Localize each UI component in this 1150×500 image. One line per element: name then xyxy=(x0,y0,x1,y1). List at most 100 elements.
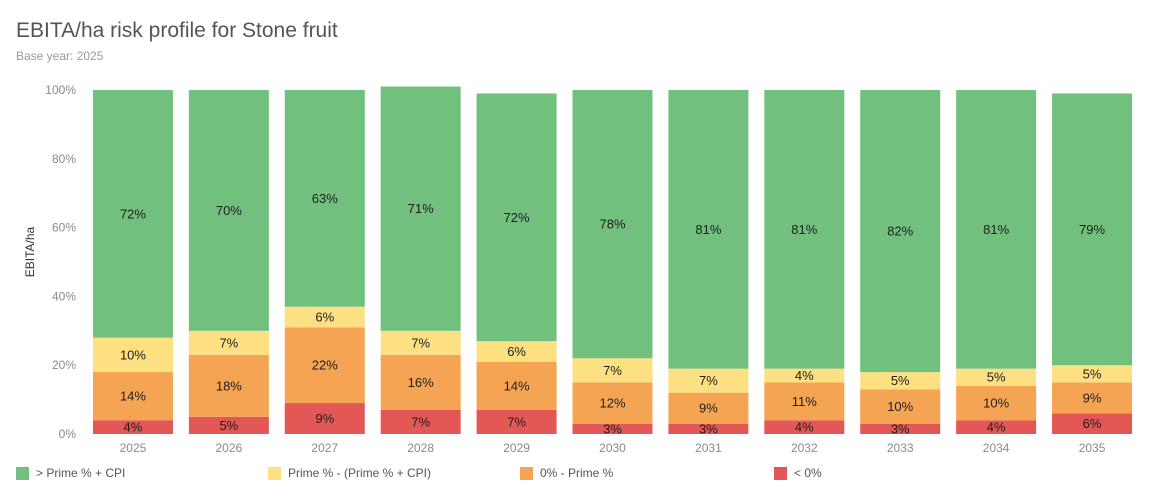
bar-segment-prime-prime-cpi xyxy=(188,330,269,355)
bar-value-label: 81% xyxy=(695,222,721,237)
bar-value-label: 81% xyxy=(791,222,817,237)
bar-value-label: 5% xyxy=(219,418,238,433)
y-tick-label: 60% xyxy=(52,221,76,235)
bar-value-label: 4% xyxy=(795,368,814,383)
bar-value-label: 14% xyxy=(120,389,146,404)
bar-segment-0-prime xyxy=(956,385,1037,421)
bar-value-label: 10% xyxy=(983,396,1009,411)
bar-segment-prime-prime-cpi xyxy=(380,330,461,355)
bar-segment-prime-cpi xyxy=(476,93,557,342)
bar-value-label: 6% xyxy=(507,344,526,359)
legend-item-prime-plus-cpi[interactable]: > Prime % + CPI xyxy=(16,466,125,480)
bar-value-label: 72% xyxy=(504,210,530,225)
x-tick-label: 2030 xyxy=(599,441,626,455)
bar-segment-0 xyxy=(92,420,173,434)
bar-segment-prime-prime-cpi xyxy=(668,368,749,393)
legend-item-prime-band[interactable]: Prime % - (Prime % + CPI) xyxy=(268,466,431,480)
bar-segment-prime-cpi xyxy=(1052,93,1133,366)
bar-value-label: 11% xyxy=(792,394,817,409)
x-tick-label: 2032 xyxy=(791,441,818,455)
x-tick-label: 2025 xyxy=(120,441,147,455)
bar-segment-prime-prime-cpi xyxy=(860,372,941,390)
bar-value-label: 9% xyxy=(699,401,718,416)
bar-segment-prime-prime-cpi xyxy=(764,368,845,383)
y-tick-label: 20% xyxy=(52,358,76,372)
bar-value-label: 9% xyxy=(1083,390,1102,405)
legend-swatch-prime-plus-cpi xyxy=(16,466,29,480)
bar-segment-prime-cpi xyxy=(668,90,749,369)
bar-segment-0-prime xyxy=(380,354,461,410)
bar-value-label: 4% xyxy=(795,420,814,435)
bar-segment-prime-prime-cpi xyxy=(284,306,365,328)
bar-segment-0 xyxy=(860,423,941,434)
bar-value-label: 63% xyxy=(312,191,338,206)
x-tick-label: 2027 xyxy=(311,441,338,455)
bar-value-label: 5% xyxy=(1083,366,1102,381)
legend-label: > Prime % + CPI xyxy=(36,466,126,480)
bar-value-label: 4% xyxy=(124,420,143,435)
bar-value-label: 71% xyxy=(408,201,434,216)
bar-value-label: 81% xyxy=(983,222,1009,237)
bar-value-label: 7% xyxy=(219,335,238,350)
bar-value-label: 12% xyxy=(599,396,625,411)
bar-segment-0 xyxy=(476,409,557,434)
bar-value-label: 9% xyxy=(315,411,334,426)
bar-value-label: 6% xyxy=(1083,416,1102,431)
x-tick-label: 2029 xyxy=(503,441,530,455)
bar-value-label: 7% xyxy=(507,414,526,429)
legend-swatch-below-zero xyxy=(774,466,787,480)
legend-label: 0% - Prime % xyxy=(540,466,614,480)
bar-value-label: 78% xyxy=(599,217,625,232)
bar-segment-0-prime xyxy=(188,354,269,417)
bar-segment-0 xyxy=(572,423,653,434)
bar-segment-prime-cpi xyxy=(764,90,845,369)
y-tick-label: 100% xyxy=(45,83,76,97)
bar-segment-0-prime xyxy=(764,382,845,421)
bar-segment-prime-prime-cpi xyxy=(92,337,173,373)
bar-segment-0-prime xyxy=(1052,382,1133,414)
bar-value-label: 4% xyxy=(987,420,1006,435)
bar-segment-prime-cpi xyxy=(956,90,1037,369)
bar-value-label: 10% xyxy=(120,347,146,362)
bar-segment-prime-prime-cpi xyxy=(476,341,557,362)
bar-segment-prime-cpi xyxy=(188,90,269,331)
chart-subtitle: Base year: 2025 xyxy=(16,49,104,63)
legend-item-below-zero[interactable]: < 0% xyxy=(774,466,822,480)
legend-item-zero-prime[interactable]: 0% - Prime % xyxy=(520,466,613,480)
y-tick-label: 40% xyxy=(52,289,76,303)
x-tick-label: 2028 xyxy=(407,441,434,455)
legend-swatch-prime-band xyxy=(268,466,281,480)
bar-segment-0-prime xyxy=(860,389,941,424)
bar-segment-0-prime xyxy=(572,382,653,424)
bar-segment-0 xyxy=(188,416,269,434)
bar-segment-0-prime xyxy=(284,327,365,404)
bar-segment-prime-cpi xyxy=(284,90,365,307)
bar-value-label: 10% xyxy=(887,399,913,414)
bar-segment-0-prime xyxy=(92,372,173,421)
x-tick-label: 2026 xyxy=(216,441,243,455)
chart-title: EBITA/ha risk profile for Stone fruit xyxy=(16,19,338,42)
bar-value-label: 22% xyxy=(312,358,338,373)
bar-value-label: 82% xyxy=(887,224,913,239)
bar-segment-prime-prime-cpi xyxy=(572,358,653,383)
bar-segment-0 xyxy=(284,403,365,434)
bar-value-label: 18% xyxy=(216,378,242,393)
bar-value-label: 5% xyxy=(891,373,910,388)
bar-value-label: 16% xyxy=(408,375,434,390)
legend-swatch-zero-prime xyxy=(520,466,533,480)
bar-value-label: 6% xyxy=(315,310,334,325)
stacked-bar-chart: EBITA/ha 0% 20% 40% 60% 80% 100% 4% 14% 10% 72% 20… xyxy=(23,83,1133,455)
bar-value-label: 3% xyxy=(603,421,622,436)
bar-segment-prime-prime-cpi xyxy=(1052,365,1133,383)
bar-value-label: 7% xyxy=(603,363,622,378)
bar-value-label: 14% xyxy=(504,378,530,393)
x-tick-label: 2033 xyxy=(887,441,914,455)
bar-value-label: 79% xyxy=(1079,222,1105,237)
bar-value-label: 7% xyxy=(699,373,718,388)
bar-segment-0 xyxy=(956,420,1037,434)
bar-value-label: 72% xyxy=(120,206,146,221)
bar-value-label: 3% xyxy=(891,421,910,436)
y-tick-label: 0% xyxy=(59,427,77,441)
y-tick-label: 80% xyxy=(52,152,76,166)
bar-segment-prime-cpi xyxy=(572,90,653,359)
